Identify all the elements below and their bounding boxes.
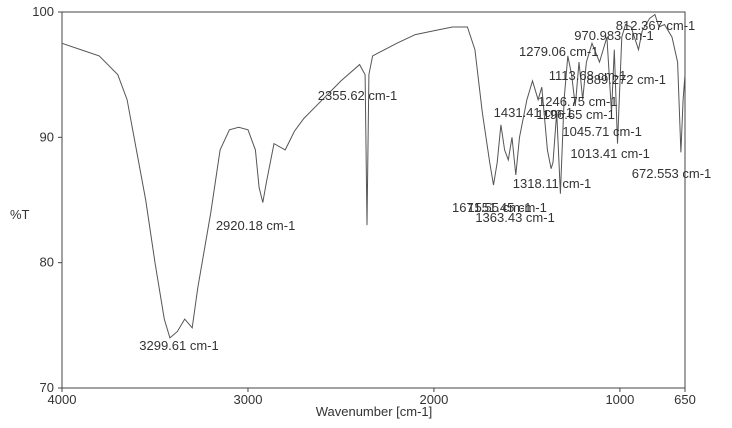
peak-label: 1013.41 cm-1: [570, 146, 650, 161]
x-tick-label: 2000: [419, 392, 448, 407]
x-tick-label: 650: [674, 392, 696, 407]
peak-label: 1551.45 cm-1: [467, 200, 546, 215]
peak-label: 889.272 cm-1: [587, 72, 667, 87]
spectrum-line: [61, 13, 686, 339]
x-tick-label: 3000: [234, 392, 263, 407]
x-tick-label: 4000: [48, 392, 77, 407]
peak-label: 1246.75 cm-1: [538, 94, 618, 109]
peak-label: 1045.71 cm-1: [562, 124, 642, 139]
y-tick-label: 100: [32, 4, 54, 19]
peak-label: 3299.61 cm-1: [139, 338, 219, 353]
peak-label: 1671.55 cm-1: [452, 200, 532, 215]
peak-label: 672.553 cm-1: [632, 166, 712, 181]
peak-label: 1318.11 cm-1: [513, 176, 592, 191]
y-tick-label: 70: [40, 380, 54, 395]
x-axis-label: Wavenumber [cm-1]: [316, 404, 433, 419]
peak-label: 2920.18 cm-1: [216, 218, 295, 233]
y-tick-label: 90: [40, 129, 54, 144]
y-tick-label: 80: [40, 255, 54, 270]
y-axis-label: %T: [10, 207, 30, 222]
peak-label: 2355.62 cm-1: [318, 88, 398, 103]
peak-label: 1363.43 cm-1: [475, 210, 555, 225]
peak-label: 1431.41 cm-1: [494, 105, 573, 120]
peak-label: 1196.65 cm-1: [536, 107, 615, 122]
peak-label: 970.983 cm-1: [574, 28, 654, 43]
x-tick-label: 1000: [605, 392, 634, 407]
plot-frame: [61, 11, 686, 389]
peak-label: 1113.68 cm-1: [549, 68, 627, 83]
peak-label: 1279.06 cm-1: [519, 44, 599, 59]
peak-label: 812.367 cm-1: [616, 18, 696, 33]
